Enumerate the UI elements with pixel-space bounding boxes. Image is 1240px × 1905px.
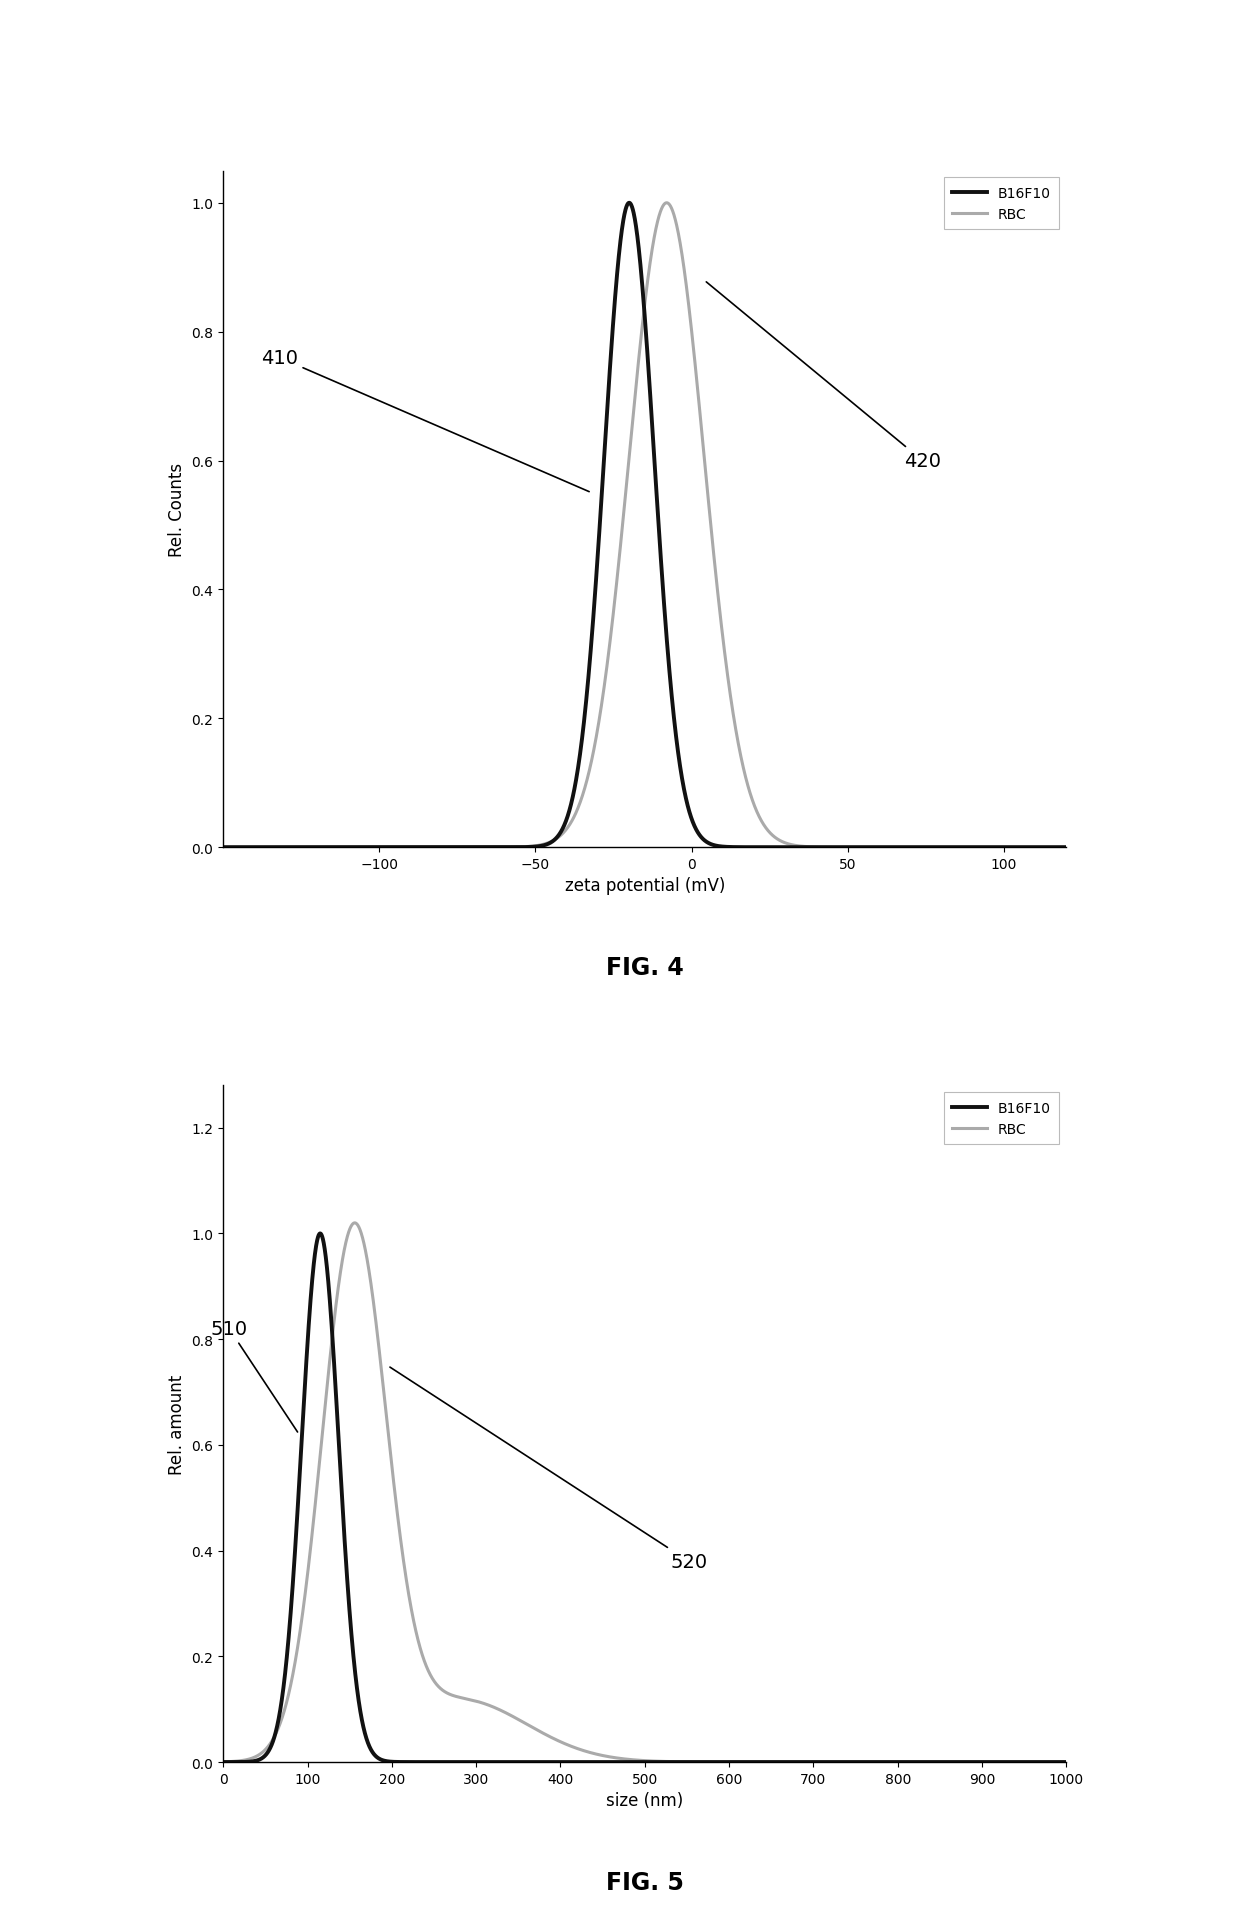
RBC (1043, 836, 1058, 859)
RBC (216, 1751, 231, 1774)
Text: 510: 510 (211, 1320, 298, 1433)
RBC (1059, 1751, 1074, 1774)
Line: RBC: RBC (223, 204, 1066, 848)
B16F10 (312, 1223, 327, 1246)
B16F10 (722, 1751, 737, 1774)
RBC (909, 1751, 924, 1774)
B16F10 (362, 836, 377, 859)
B16F10 (538, 1751, 553, 1774)
X-axis label: size (nm): size (nm) (606, 1791, 683, 1810)
B16F10 (312, 836, 327, 859)
RBC (952, 836, 967, 859)
Y-axis label: Rel. Counts: Rel. Counts (167, 463, 186, 556)
B16F10 (216, 1751, 231, 1774)
RBC (312, 836, 327, 859)
RBC (1059, 836, 1074, 859)
RBC (538, 1724, 553, 1747)
B16F10 (846, 1751, 861, 1774)
Text: FIG. 4: FIG. 4 (606, 956, 683, 979)
RBC (362, 836, 377, 859)
B16F10 (575, 718, 590, 741)
Legend: B16F10, RBC: B16F10, RBC (944, 1093, 1059, 1145)
Legend: B16F10, RBC: B16F10, RBC (944, 179, 1059, 231)
Text: FIG. 5: FIG. 5 (606, 1871, 683, 1894)
RBC (370, 1316, 384, 1339)
RBC (539, 832, 554, 855)
Line: RBC: RBC (223, 1223, 1066, 1762)
RBC (764, 1751, 779, 1774)
RBC (660, 192, 675, 215)
B16F10 (1029, 1751, 1044, 1774)
B16F10 (370, 1745, 384, 1768)
B16F10 (539, 834, 554, 857)
Line: B16F10: B16F10 (223, 204, 1066, 848)
B16F10 (216, 836, 231, 859)
B16F10 (1059, 1751, 1074, 1774)
B16F10 (909, 1751, 924, 1774)
RBC (846, 1751, 861, 1774)
B16F10 (1043, 836, 1058, 859)
B16F10 (952, 836, 967, 859)
X-axis label: zeta potential (mV): zeta potential (mV) (564, 876, 725, 895)
RBC (575, 783, 590, 806)
Line: B16F10: B16F10 (223, 1234, 1066, 1762)
Text: 520: 520 (389, 1368, 707, 1572)
B16F10 (764, 1751, 779, 1774)
Text: 410: 410 (260, 349, 589, 491)
B16F10 (1059, 836, 1074, 859)
RBC (722, 1751, 737, 1774)
Text: 420: 420 (707, 282, 941, 471)
RBC (347, 1212, 362, 1234)
Y-axis label: Rel. amount: Rel. amount (167, 1374, 186, 1474)
B16F10 (621, 192, 636, 215)
RBC (216, 836, 231, 859)
